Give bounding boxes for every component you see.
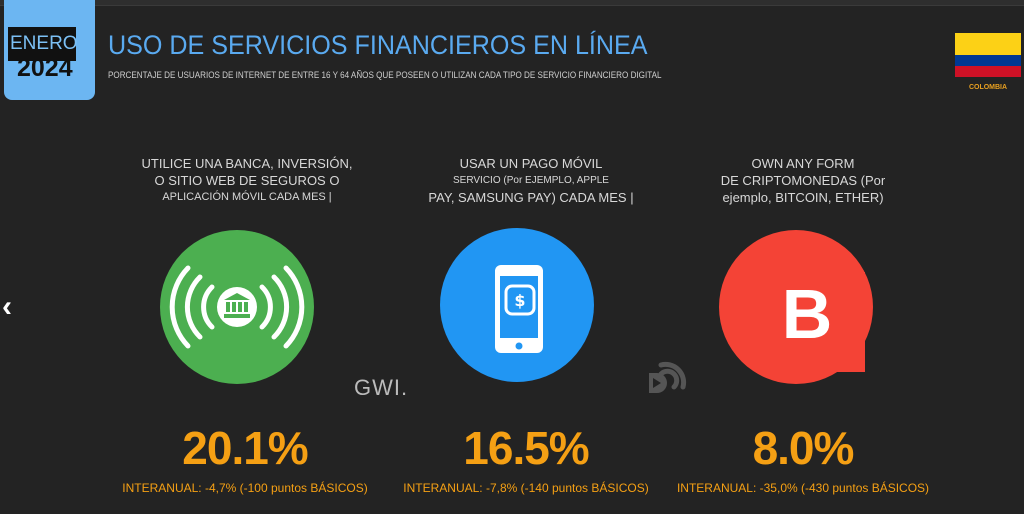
label-line: UTILICE UNA BANCA, INVERSIÓN, [141,156,353,171]
top-bar [0,0,1024,6]
chevron-left-icon[interactable]: ‹ [2,290,12,323]
metric-label-mobile-payment: USAR UN PAGO MÓVIL SERVICIO (Por EJEMPLO… [391,155,671,206]
country-label: COLOMBIA [968,84,1008,91]
bank-signal-icon [160,230,314,384]
datareportal-logo-icon [645,355,689,404]
month-label: ENERO [8,27,78,61]
mobile-payment-icon: $ [440,228,594,382]
label-line: APLICACIÓN MÓVIL CADA MES | [162,191,332,203]
label-line: ejemplo, BITCOIN, ETHER) [722,190,884,205]
metric-value-mobile-payment: 16.5% [463,422,589,474]
svg-text:$: $ [514,291,525,310]
page-title: USO DE SERVICIOS FINANCIEROS EN LÍNEA [108,30,648,60]
label-line: OWN ANY FORM [751,156,855,171]
colombia-flag-icon [955,33,1021,77]
metric-label-crypto: OWN ANY FORM DE CRIPTOMONEDAS (Por ejemp… [663,155,943,206]
metric-change-crypto: INTERANUAL: -35,0% (-430 puntos BÁSICOS) [676,481,930,495]
metric-value-crypto: 8.0% [752,422,855,474]
metric-change-banking: INTERANUAL: -4,7% (-100 puntos BÁSICOS) [122,481,368,495]
label-line: DE CRIPTOMONEDAS (Por [720,173,886,188]
bitcoin-icon: B [719,230,873,384]
metric-value-banking: 20.1% [182,422,308,474]
label-line: O SITIO WEB DE SEGUROS O [154,173,340,188]
metric-change-mobile-payment: INTERANUAL: -7,8% (-140 puntos BÁSICOS) [403,481,649,495]
label-line: USAR UN PAGO MÓVIL [459,156,603,171]
gwi-watermark: GWI. [354,375,409,400]
label-line: SERVICIO (Por EJEMPLO, APPLE [453,175,609,186]
label-line: PAY, SAMSUNG PAY) CADA MES | [428,190,634,205]
svg-text:B: B [782,275,833,353]
page-subtitle: PORCENTAJE DE USUARIOS DE INTERNET DE EN… [108,70,662,80]
metric-label-banking: UTILICE UNA BANCA, INVERSIÓN, O SITIO WE… [107,155,387,206]
